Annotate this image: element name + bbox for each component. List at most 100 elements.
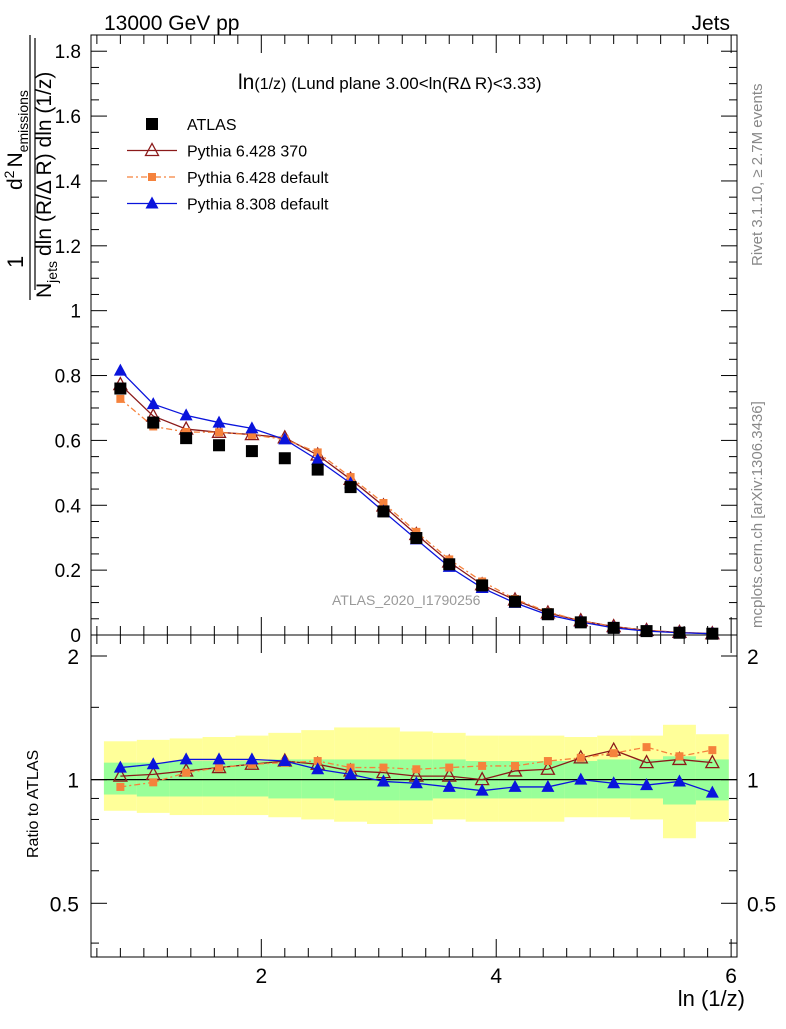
x-tick-label: 2 bbox=[255, 965, 267, 988]
point-pythia-8-308-default bbox=[146, 397, 160, 410]
ratio-point-pythia-8-308-default bbox=[311, 762, 325, 775]
ratio-point-pythia-8-308-default bbox=[179, 752, 193, 765]
point-pythia-6-428-default bbox=[412, 527, 421, 536]
ratio-point-pythia-6-428-default bbox=[313, 757, 322, 766]
ratio-point-pythia-6-428-370 bbox=[704, 754, 720, 769]
title-arg: (1/z) bbox=[254, 76, 286, 93]
main-y-tick-label: 0.8 bbox=[55, 367, 81, 388]
main-y-tick-label: 1 bbox=[70, 302, 81, 323]
ratio-point-pythia-8-308-default bbox=[245, 752, 259, 765]
point-atlas bbox=[278, 452, 291, 465]
uncertainty-band-inner bbox=[169, 761, 203, 797]
point-atlas bbox=[509, 595, 522, 608]
ratio-point-pythia-8-308-default bbox=[640, 778, 654, 791]
ratio-point-pythia-6-428-default bbox=[576, 753, 585, 762]
ratio-point-pythia-6-428-370 bbox=[112, 767, 128, 782]
ylabel-one: 1 bbox=[3, 256, 28, 268]
main-y-tick-label: 1.6 bbox=[55, 107, 81, 128]
ratio-panel: 0.5 0.5 1 1 2 2 2 4 6 Ratio to ATLAS ln (1/z) bbox=[25, 634, 776, 1011]
ratio-point-pythia-6-428-default bbox=[543, 757, 552, 766]
ratio-y-tick-label-right: 0.5 bbox=[747, 893, 776, 916]
ratio-point-pythia-8-308-default bbox=[705, 785, 719, 798]
title-ln: ln bbox=[238, 71, 254, 94]
ratio-y-tick-label: 1 bbox=[67, 770, 79, 793]
legend-label-pythia-6-428-default: Pythia 6.428 default bbox=[187, 170, 329, 187]
ratio-point-pythia-8-308-default bbox=[475, 783, 489, 796]
ratio-point-pythia-6-428-default bbox=[116, 782, 125, 791]
point-pythia-6-428-default bbox=[215, 428, 224, 437]
ratio-point-pythia-6-428-default bbox=[379, 763, 388, 772]
point-pythia-8-308-default bbox=[179, 408, 193, 421]
ratio-point-pythia-8-308-default bbox=[344, 767, 358, 780]
ratio-point-pythia-8-308-default bbox=[672, 774, 686, 787]
ratio-point-pythia-8-308-default bbox=[278, 754, 292, 767]
point-pythia-8-308-default bbox=[113, 363, 127, 376]
ratio-point-pythia-6-428-default bbox=[511, 761, 520, 770]
main-y-tick-label: 1.8 bbox=[55, 42, 81, 63]
ratio-point-pythia-8-308-default bbox=[376, 774, 390, 787]
point-atlas bbox=[213, 439, 226, 452]
point-pythia-8-308-default bbox=[311, 452, 325, 465]
point-pythia-8-308-default bbox=[245, 421, 259, 434]
legend-label-atlas: ATLAS bbox=[187, 117, 237, 134]
x-tick-label: 4 bbox=[490, 965, 502, 988]
header-left-label: 13000 GeV pp bbox=[104, 12, 239, 35]
legend-marker-pythia-6-428-370 bbox=[144, 142, 160, 157]
ratio-point-pythia-8-308-default bbox=[113, 760, 127, 773]
ylabel-njets: Njets bbox=[33, 261, 60, 298]
main-y-tick-label: 0.6 bbox=[55, 431, 81, 452]
point-atlas bbox=[673, 626, 686, 639]
main-plot-title: ln(1/z) (Lund plane 3.00<ln(RΔ R)<3.33) bbox=[238, 71, 542, 94]
rivet-version-label: Rivet 3.1.10, ≥ 2.7M events bbox=[749, 84, 766, 267]
ratio-point-pythia-6-428-default bbox=[609, 749, 618, 758]
main-y-tick-label: 0.4 bbox=[55, 496, 82, 517]
point-pythia-6-428-default bbox=[182, 427, 191, 436]
point-pythia-6-428-default bbox=[116, 394, 125, 403]
ratio-point-pythia-6-428-default bbox=[412, 765, 421, 774]
point-atlas bbox=[180, 432, 193, 445]
point-pythia-6-428-default bbox=[313, 448, 322, 457]
point-atlas bbox=[377, 505, 390, 518]
ratio-point-pythia-6-428-default bbox=[182, 768, 191, 777]
point-atlas bbox=[443, 558, 456, 571]
point-atlas bbox=[706, 627, 719, 640]
ratio-point-pythia-6-428-370 bbox=[638, 754, 655, 769]
ratio-y-tick-label: 2 bbox=[67, 646, 79, 669]
ratio-point-pythia-6-428-default bbox=[149, 778, 158, 787]
point-atlas bbox=[476, 579, 489, 592]
point-atlas bbox=[147, 416, 160, 429]
main-y-axis-label: 1 Njets dln (R/Δ R) dln (1/z) d2Nemissio… bbox=[1, 35, 60, 300]
x-axis-label: ln (1/z) bbox=[678, 986, 745, 1011]
point-atlas bbox=[114, 382, 127, 395]
main-y-tick-label: 1.2 bbox=[55, 237, 81, 258]
ylabel-denominator: dln (R/Δ R) dln (1/z) bbox=[33, 72, 56, 256]
point-atlas bbox=[311, 463, 324, 476]
point-pythia-6-428-default bbox=[379, 499, 388, 507]
ratio-point-pythia-8-308-default bbox=[146, 757, 160, 770]
point-pythia-6-428-default bbox=[247, 430, 256, 439]
ratio-point-pythia-6-428-default bbox=[642, 743, 651, 752]
point-atlas bbox=[344, 481, 357, 494]
point-atlas bbox=[541, 608, 554, 621]
ratio-point-pythia-8-308-default bbox=[212, 752, 226, 765]
ratio-y-tick-label-right: 1 bbox=[747, 770, 759, 793]
ratio-point-pythia-6-428-default bbox=[215, 763, 224, 772]
x-tick-label: 6 bbox=[725, 965, 737, 988]
legend: ATLAS Pythia 6.428 370 Pythia 6.428 defaul… bbox=[127, 117, 329, 214]
ratio-point-pythia-6-428-370 bbox=[540, 760, 556, 775]
ratio-point-pythia-8-308-default bbox=[574, 772, 588, 785]
ratio-y-tick-label: 0.5 bbox=[50, 893, 79, 916]
legend-label-pythia-8-308-default: Pythia 8.308 default bbox=[187, 197, 329, 214]
main-panel: 0 0.2 0.4 0.6 0.8 1 1.2 1.4 1.6 1.8 ATLAS_2020_I1… bbox=[1, 34, 738, 647]
point-atlas bbox=[410, 532, 423, 545]
point-atlas bbox=[640, 625, 653, 638]
ratio-y-axis-label: Ratio to ATLAS bbox=[25, 750, 42, 858]
analysis-watermark: ATLAS_2020_I1790256 bbox=[332, 592, 481, 608]
header-right-label: Jets bbox=[691, 12, 730, 35]
main-y-tick-label: 1.4 bbox=[55, 172, 82, 193]
point-atlas bbox=[574, 616, 587, 629]
ratio-y-tick-label-right: 2 bbox=[747, 646, 759, 669]
ratio-point-pythia-8-308-default bbox=[607, 776, 621, 789]
legend-marker-atlas bbox=[146, 118, 158, 130]
